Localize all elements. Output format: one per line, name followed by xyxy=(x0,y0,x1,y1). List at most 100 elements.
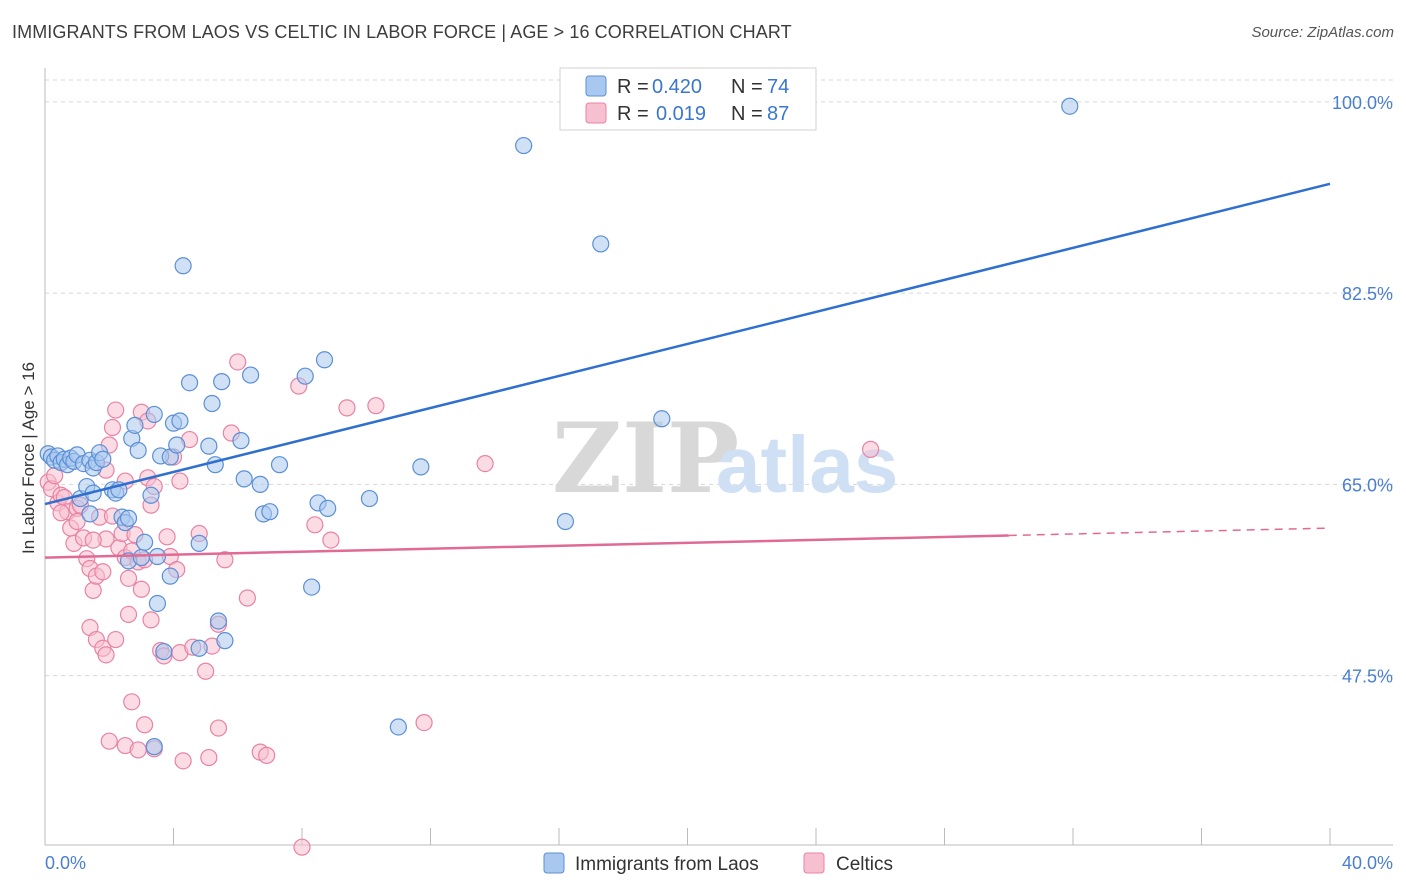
top-legend: R = 0.420 N = 74 R = 0.019 N = 87 xyxy=(559,67,817,131)
celtics-point xyxy=(103,418,122,437)
laos-point xyxy=(515,136,533,155)
laos-point xyxy=(135,533,154,551)
laos-point xyxy=(1061,97,1079,115)
watermark-atlas: atlas xyxy=(716,420,898,509)
laos-point xyxy=(315,351,334,369)
laos-point xyxy=(190,534,208,552)
legend-r-value-celtics: 0.019 xyxy=(656,103,706,125)
celtics-point xyxy=(258,746,276,764)
laos-point xyxy=(556,512,575,531)
laos-point xyxy=(155,642,173,661)
bottom-legend-swatch-laos xyxy=(543,852,565,874)
celtics-point xyxy=(119,569,138,587)
celtics-point xyxy=(367,397,385,415)
laos-point xyxy=(190,639,208,657)
source-label: Source: ZipAtlas.com xyxy=(1251,24,1394,41)
y-tick-label: 100.0% xyxy=(1332,93,1393,113)
celtics-point xyxy=(129,741,147,759)
laos-point xyxy=(81,505,99,523)
celtics-point xyxy=(216,551,234,569)
legend-swatch-laos xyxy=(585,75,607,97)
trend-line xyxy=(44,182,1331,506)
celtics-point xyxy=(107,630,125,649)
laos-point xyxy=(653,410,671,428)
laos-point xyxy=(389,718,407,736)
laos-point xyxy=(148,594,167,613)
celtics-point xyxy=(100,732,118,750)
celtics-point xyxy=(229,353,247,371)
celtics-point xyxy=(52,504,70,522)
x-tick-label-end: 40.0% xyxy=(1342,853,1393,873)
legend-swatch-celtics xyxy=(585,102,607,124)
celtics-point xyxy=(476,454,494,473)
trend-line-dashed xyxy=(1008,527,1331,537)
y-tick-label: 82.5% xyxy=(1342,284,1393,304)
celtics-point xyxy=(84,531,102,549)
celtics-point xyxy=(862,440,880,458)
watermark: ZIP atlas xyxy=(552,402,898,515)
y-tick-label: 65.0% xyxy=(1342,475,1393,495)
celtics-point xyxy=(123,693,141,711)
watermark-zip: ZIP xyxy=(552,402,739,515)
celtics-point xyxy=(415,713,433,732)
celtics-point xyxy=(132,580,150,598)
celtics-point xyxy=(338,399,356,417)
trend-line-solid xyxy=(44,534,1009,559)
celtics-point xyxy=(158,528,176,546)
celtics-point xyxy=(142,611,160,629)
legend-n-label-celtics: N = xyxy=(731,103,763,125)
celtics-point xyxy=(209,719,228,737)
y-tick-label: 47.5% xyxy=(1342,667,1393,687)
laos-point xyxy=(161,567,179,585)
celtics-point xyxy=(171,472,189,490)
laos-point xyxy=(129,441,147,460)
legend-r-label-laos: R = xyxy=(617,76,649,98)
laos-point xyxy=(119,509,138,527)
celtics-point xyxy=(119,605,138,624)
axes-layer: 47.5% 65.0% 82.5% 100.0% 0.0% 40.0% xyxy=(44,68,1393,873)
celtics-point xyxy=(68,512,86,531)
x-tick-label-start: 0.0% xyxy=(45,853,86,873)
laos-point xyxy=(148,547,167,566)
laos-point xyxy=(319,499,337,517)
laos-point xyxy=(270,456,289,474)
laos-point xyxy=(142,486,160,504)
bottom-legend-swatch-celtics xyxy=(803,852,825,874)
laos-point xyxy=(242,366,260,384)
laos-point xyxy=(213,373,231,391)
laos-point xyxy=(145,738,163,756)
laos-point xyxy=(200,437,218,455)
celtics-point xyxy=(238,589,256,607)
laos-point xyxy=(235,470,253,488)
laos-point xyxy=(412,458,430,476)
laos-point xyxy=(251,475,269,493)
laos-point xyxy=(94,450,112,468)
trend-lines xyxy=(44,182,1331,559)
laos-point xyxy=(296,367,314,385)
celtics-point xyxy=(200,748,218,767)
laos-point xyxy=(203,394,221,413)
bottom-legend-label-laos: Immigrants from Laos xyxy=(575,854,759,875)
legend-n-value-laos: 74 xyxy=(767,76,789,98)
laos-point xyxy=(174,257,192,275)
celtics-point xyxy=(84,581,102,599)
laos-point xyxy=(171,412,189,430)
legend-r-value-laos: 0.420 xyxy=(652,76,702,98)
chart-title: IMMIGRANTS FROM LAOS VS CELTIC IN LABOR … xyxy=(12,22,792,42)
celtics-point xyxy=(174,752,192,770)
laos-point xyxy=(168,436,186,454)
legend-n-label-laos: N = xyxy=(731,76,763,98)
y-axis-title: In Labor Force | Age > 16 xyxy=(19,362,38,554)
laos-point xyxy=(180,374,199,392)
bottom-legend: Immigrants from Laos Celtics xyxy=(543,852,893,875)
laos-point xyxy=(592,235,610,253)
laos-point xyxy=(261,503,279,521)
laos-point xyxy=(126,416,144,434)
celtics-point xyxy=(97,646,115,664)
legend-r-label-celtics: R = xyxy=(617,103,649,125)
legend-n-value-celtics: 87 xyxy=(767,103,789,125)
celtics-point xyxy=(322,531,340,549)
laos-point xyxy=(132,548,150,567)
celtics-point xyxy=(135,716,154,734)
